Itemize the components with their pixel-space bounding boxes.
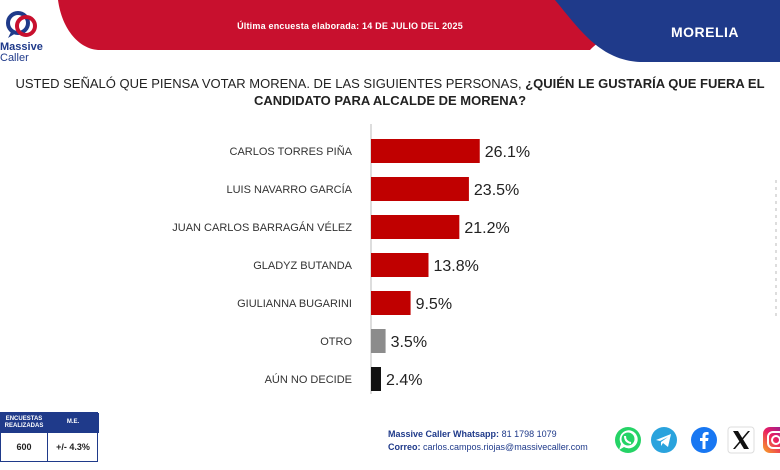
survey-question: USTED SEÑALÓ QUE PIENSA VOTAR MORENA. DE…	[10, 75, 770, 109]
logo-line1: Massive	[0, 41, 43, 53]
category-label: LUIS NAVARRO GARCÍA	[226, 183, 352, 196]
value-label: 9.5%	[416, 296, 452, 313]
x-icon[interactable]	[727, 426, 755, 454]
bar	[371, 177, 469, 201]
stats-value-margin: +/- 4.3%	[56, 442, 90, 452]
telegram-icon[interactable]	[650, 426, 678, 454]
stats-divider	[47, 433, 48, 461]
stats-header-surveys: ENCUESTAS REALIZADAS	[1, 413, 47, 433]
whatsapp-line: Massive Caller Whatsapp: 81 1798 1079	[388, 428, 618, 441]
bar	[371, 291, 411, 315]
bar	[371, 253, 429, 277]
category-label: JUAN CARLOS BARRAGÁN VÉLEZ	[172, 221, 352, 234]
category-label: OTRO	[320, 336, 352, 348]
category-label: GIULIANNA BUGARINI	[237, 298, 352, 310]
value-label: 21.2%	[464, 220, 509, 237]
speech-bubbles-icon	[6, 11, 37, 38]
value-label: 13.8%	[434, 258, 479, 275]
value-label: 26.1%	[485, 144, 530, 161]
bar	[371, 329, 386, 353]
category-label: GLADYZ BUTANDA	[253, 260, 352, 272]
email-line: Correo: carlos.campos.riojas@massivecall…	[388, 441, 618, 454]
email-label: Correo:	[388, 442, 421, 452]
email-address[interactable]: carlos.campos.riojas@massivecaller.com	[423, 442, 588, 452]
stats-value-surveys: 600	[16, 442, 32, 452]
survey-stats-table: ENCUESTAS REALIZADAS M.E. 600 +/- 4.3%	[0, 412, 99, 462]
bar	[371, 215, 460, 239]
whatsapp-label: Massive Caller Whatsapp:	[388, 429, 500, 439]
value-label: 23.5%	[474, 182, 519, 199]
whatsapp-icon[interactable]	[614, 426, 642, 454]
header-navy-band	[555, 0, 780, 62]
bar	[371, 367, 381, 391]
stats-header-margin: M.E.	[47, 413, 99, 433]
company-logo: Massive Caller	[0, 10, 50, 68]
value-label: 2.4%	[386, 372, 422, 389]
whatsapp-number[interactable]: 81 1798 1079	[501, 429, 557, 439]
category-label: AÚN NO DECIDE	[265, 373, 352, 386]
header-shapes	[58, 0, 780, 62]
survey-date: Última encuesta elaborada: 14 DE JULIO D…	[237, 21, 463, 31]
logo-line2: Caller	[0, 52, 29, 64]
city-label: MORELIA	[670, 24, 740, 40]
value-label: 3.5%	[391, 334, 427, 351]
instagram-icon[interactable]	[762, 426, 780, 454]
bar	[371, 139, 480, 163]
category-label: CARLOS TORRES PIÑA	[230, 145, 353, 158]
header-banner: Última encuesta elaborada: 14 DE JULIO D…	[0, 0, 780, 62]
question-plain: USTED SEÑALÓ QUE PIENSA VOTAR MORENA. DE…	[15, 76, 526, 91]
facebook-icon[interactable]	[690, 426, 718, 454]
bar-chart: CARLOS TORRES PIÑA 26.1% LUIS NAVARRO GARC…	[172, 124, 530, 394]
side-decoration	[775, 180, 777, 320]
logo-wordmark: Massive Caller	[0, 42, 43, 64]
question-bold: ¿QUIÉN LE GUSTARÍA QUE FUERA EL CANDIDAT…	[253, 76, 765, 108]
contact-info: Massive Caller Whatsapp: 81 1798 1079 Co…	[388, 428, 618, 454]
